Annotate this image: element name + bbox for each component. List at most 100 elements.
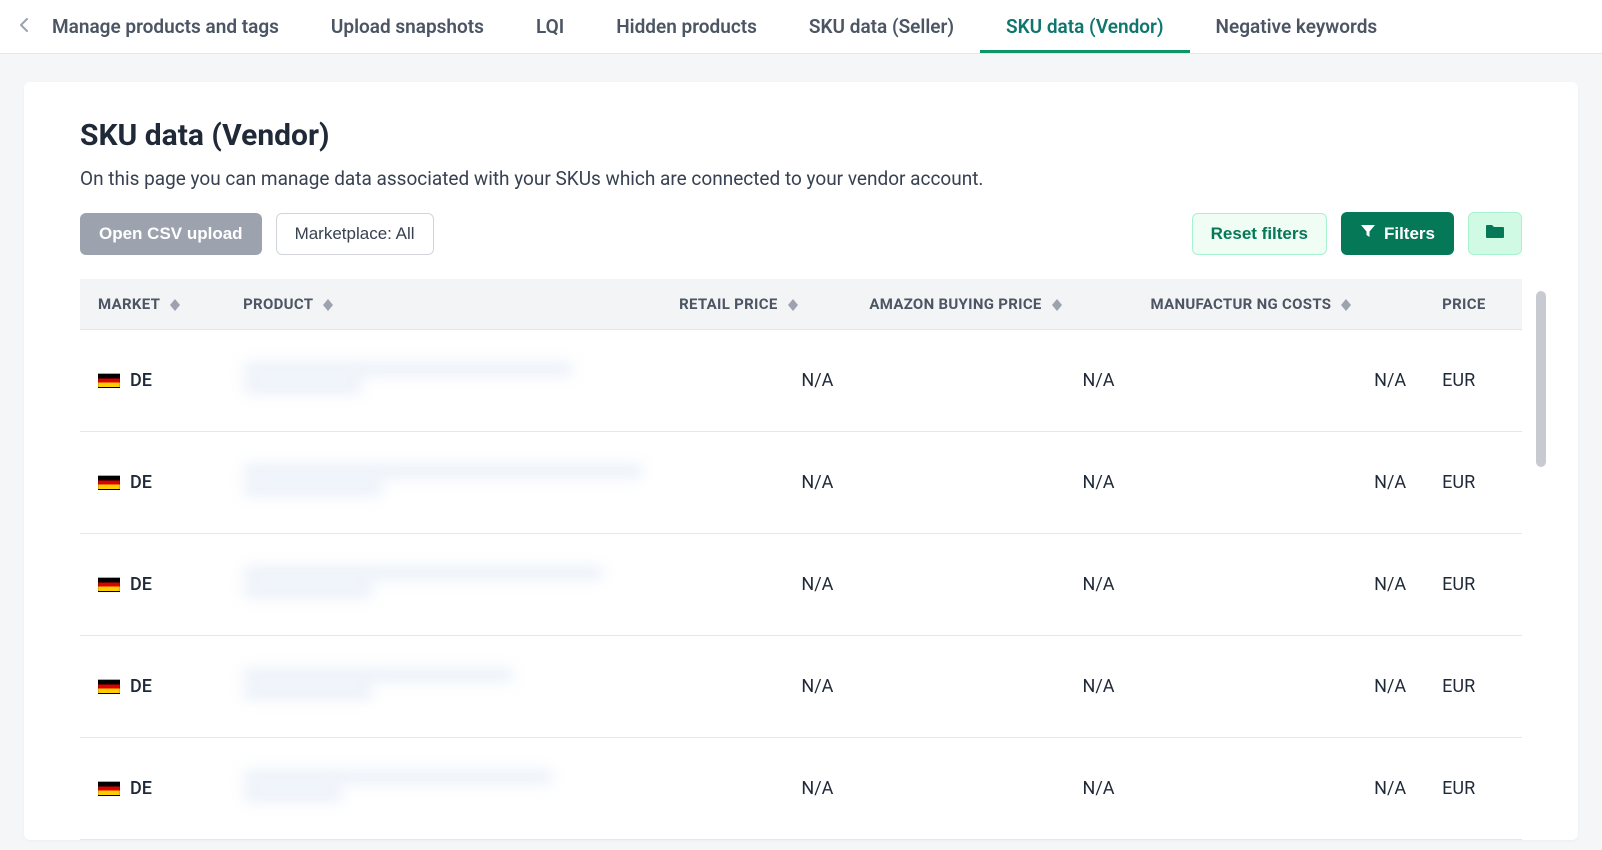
tab-label: Manage products and tags — [52, 15, 279, 38]
table-body: DE N/A N/A N/A EUR DE N/A N/A N/A EUR DE — [80, 330, 1522, 840]
col-product[interactable]: PRODUCT — [225, 279, 661, 330]
market-code: DE — [130, 574, 152, 595]
button-label: Reset filters — [1211, 224, 1308, 244]
mfg-value: N/A — [1374, 574, 1406, 595]
currency-value: EUR — [1442, 574, 1475, 595]
col-retail-price[interactable]: RETAIL PRICE — [661, 279, 851, 330]
currency-value: EUR — [1442, 778, 1475, 799]
col-price: PRICE — [1424, 279, 1522, 330]
flag-de-icon — [98, 373, 120, 388]
folder-icon — [1485, 223, 1505, 244]
tab-lqi[interactable]: LQI — [510, 1, 590, 53]
toolbar: Open CSV upload Marketplace: All Reset f… — [80, 212, 1522, 255]
table-row[interactable]: DE N/A N/A N/A EUR — [80, 534, 1522, 636]
retail-price-value: N/A — [801, 472, 833, 493]
tab-upload-snapshots[interactable]: Upload snapshots — [305, 1, 510, 53]
abp-value: N/A — [1083, 676, 1115, 697]
abp-value: N/A — [1083, 370, 1115, 391]
tab-label: Upload snapshots — [331, 15, 484, 38]
col-label: PRODUCT — [243, 295, 313, 313]
abp-value: N/A — [1083, 778, 1115, 799]
filters-button[interactable]: Filters — [1341, 212, 1454, 255]
tab-label: LQI — [536, 15, 564, 38]
mfg-value: N/A — [1374, 370, 1406, 391]
market-code: DE — [130, 676, 152, 697]
table-row[interactable]: DE N/A N/A N/A EUR — [80, 432, 1522, 534]
table-row[interactable]: DE N/A N/A N/A EUR — [80, 738, 1522, 840]
page-header: SKU data (Vendor) On this page you can m… — [24, 118, 1578, 279]
retail-price-value: N/A — [801, 370, 833, 391]
col-market[interactable]: MARKET — [80, 279, 225, 330]
open-csv-button[interactable]: Open CSV upload — [80, 213, 262, 255]
tabs-container: Manage products and tags Upload snapshot… — [32, 1, 1586, 53]
filter-icon — [1360, 223, 1376, 244]
col-label: MANUFACTUR NG COSTS — [1151, 295, 1332, 313]
tab-hidden-products[interactable]: Hidden products — [590, 1, 783, 53]
market-code: DE — [130, 370, 152, 391]
col-label: RETAIL PRICE — [679, 295, 778, 313]
market-cell: DE — [98, 370, 207, 391]
flag-de-icon — [98, 577, 120, 592]
folder-button[interactable] — [1468, 212, 1522, 255]
tab-scroll-left-icon[interactable] — [16, 14, 32, 40]
flag-de-icon — [98, 679, 120, 694]
product-blurred — [243, 664, 513, 704]
col-manufacturing-costs[interactable]: MANUFACTUR NG COSTS — [1133, 279, 1425, 330]
market-code: DE — [130, 472, 152, 493]
page-title: SKU data (Vendor) — [80, 118, 1522, 153]
sort-icon — [1341, 299, 1351, 311]
mfg-value: N/A — [1374, 676, 1406, 697]
sku-table: MARKET PRODUCT RETAI — [80, 279, 1522, 840]
market-cell: DE — [98, 676, 207, 697]
sort-icon — [788, 299, 798, 311]
table-row[interactable]: DE N/A N/A N/A EUR — [80, 636, 1522, 738]
marketplace-filter-button[interactable]: Marketplace: All — [276, 213, 434, 255]
table-wrapper: MARKET PRODUCT RETAI — [80, 279, 1522, 840]
tab-sku-vendor[interactable]: SKU data (Vendor) — [980, 1, 1190, 53]
col-label: PRICE — [1442, 295, 1485, 313]
col-amazon-buying-price[interactable]: AMAZON BUYING PRICE — [851, 279, 1132, 330]
market-cell: DE — [98, 778, 207, 799]
tab-negative-keywords[interactable]: Negative keywords — [1190, 1, 1404, 53]
product-blurred — [243, 562, 603, 602]
currency-value: EUR — [1442, 370, 1475, 391]
content-card: SKU data (Vendor) On this page you can m… — [24, 82, 1578, 840]
col-label: MARKET — [98, 295, 160, 313]
mfg-value: N/A — [1374, 472, 1406, 493]
tab-label: SKU data (Vendor) — [1006, 15, 1164, 38]
sort-icon — [170, 299, 180, 311]
col-label: AMAZON BUYING PRICE — [869, 295, 1041, 313]
product-blurred — [243, 766, 553, 806]
abp-value: N/A — [1083, 574, 1115, 595]
product-blurred — [243, 460, 643, 500]
retail-price-value: N/A — [801, 574, 833, 595]
button-label: Marketplace: All — [295, 224, 415, 244]
tab-label: SKU data (Seller) — [809, 15, 954, 38]
reset-filters-button[interactable]: Reset filters — [1192, 213, 1327, 255]
product-blurred — [243, 358, 573, 398]
currency-value: EUR — [1442, 676, 1475, 697]
scrollbar-thumb[interactable] — [1536, 291, 1546, 467]
table-row[interactable]: DE N/A N/A N/A EUR — [80, 330, 1522, 432]
flag-de-icon — [98, 475, 120, 490]
currency-value: EUR — [1442, 472, 1475, 493]
tab-manage-products[interactable]: Manage products and tags — [32, 1, 305, 53]
button-label: Filters — [1384, 224, 1435, 244]
tab-bar: Manage products and tags Upload snapshot… — [0, 0, 1602, 54]
sort-icon — [323, 299, 333, 311]
retail-price-value: N/A — [801, 676, 833, 697]
market-cell: DE — [98, 472, 207, 493]
abp-value: N/A — [1083, 472, 1115, 493]
tab-sku-seller[interactable]: SKU data (Seller) — [783, 1, 980, 53]
page-subtitle: On this page you can manage data associa… — [80, 167, 1522, 190]
button-label: Open CSV upload — [99, 224, 243, 244]
market-code: DE — [130, 778, 152, 799]
mfg-value: N/A — [1374, 778, 1406, 799]
flag-de-icon — [98, 781, 120, 796]
retail-price-value: N/A — [801, 778, 833, 799]
tab-label: Hidden products — [616, 15, 757, 38]
table-header-row: MARKET PRODUCT RETAI — [80, 279, 1522, 330]
sort-icon — [1052, 299, 1062, 311]
tab-label: Negative keywords — [1216, 15, 1378, 38]
market-cell: DE — [98, 574, 207, 595]
